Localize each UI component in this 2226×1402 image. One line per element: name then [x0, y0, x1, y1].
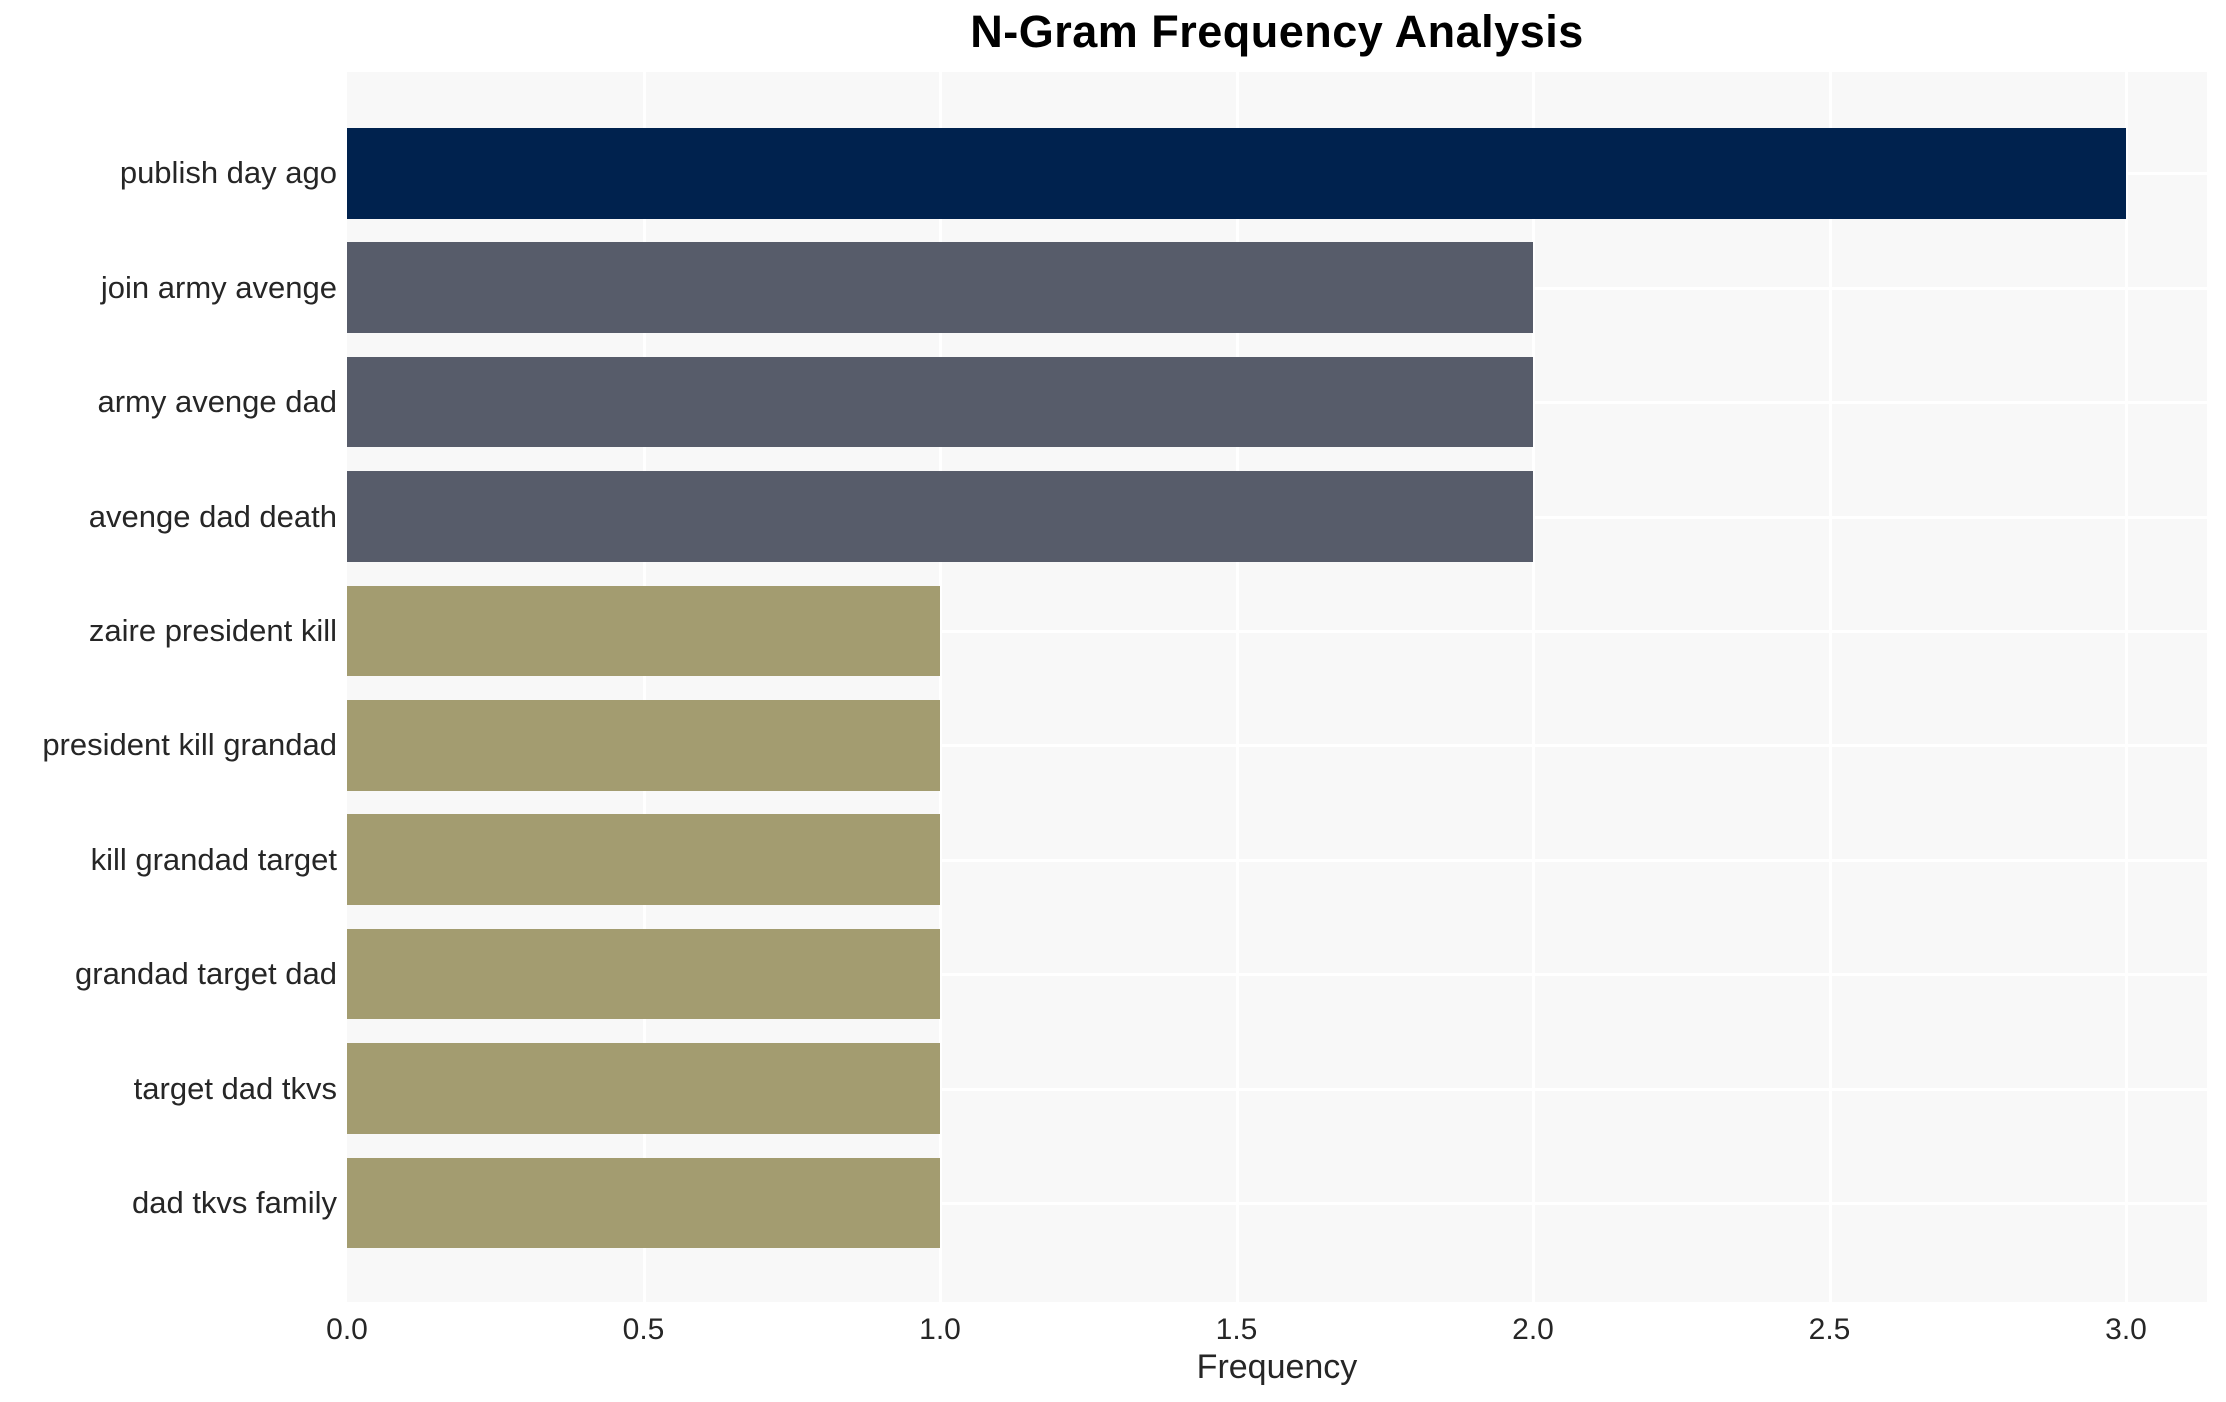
- y-tick-label: avenge dad death: [88, 498, 337, 534]
- bar-join-army-avenge: [347, 242, 1533, 333]
- y-tick-label: publish day ago: [119, 155, 337, 191]
- bar-dad-tkvs-family: [347, 1157, 940, 1249]
- bar-president-kill-grandad: [347, 700, 940, 791]
- x-gridline-2.0: [1532, 72, 1535, 1302]
- y-gridline: [347, 1201, 2207, 1205]
- x-tick-label: 1.0: [919, 1313, 961, 1346]
- y-gridline: [347, 744, 2207, 748]
- x-tick-label: 0.5: [622, 1313, 665, 1346]
- x-tick-label: 2.0: [1512, 1313, 1554, 1346]
- y-gridline: [347, 1087, 2207, 1091]
- chart-title: N-Gram Frequency Analysis: [970, 6, 1584, 57]
- plot-area: [347, 72, 2207, 1302]
- x-gridline-2.5: [1828, 72, 1832, 1302]
- x-tick-label: 0.0: [326, 1313, 368, 1346]
- x-gridline-1.5: [1235, 72, 1239, 1302]
- y-tick-label: president kill grandad: [42, 727, 337, 763]
- y-tick-label: join army avenge: [100, 269, 337, 305]
- y-tick-label: dad tkvs family: [131, 1184, 337, 1220]
- x-gridline-3.0: [2125, 72, 2128, 1302]
- x-tick-label: 1.5: [1215, 1313, 1258, 1346]
- bar-target-dad-tkvs: [347, 1043, 940, 1134]
- y-gridline: [347, 629, 2207, 633]
- bar-avenge-dad-death: [347, 471, 1533, 562]
- x-tick-label: 3.0: [2105, 1313, 2147, 1346]
- bar-kill-grandad-target: [347, 814, 940, 905]
- x-tick-label: 2.5: [1808, 1313, 1851, 1346]
- bar-grandad-target-dad: [347, 928, 940, 1020]
- y-tick-label: target dad tkvs: [133, 1070, 337, 1106]
- y-tick-label: kill grandad target: [90, 841, 337, 877]
- bar-zaire-president-kill: [347, 585, 940, 677]
- bar-publish-day-ago: [347, 128, 2126, 219]
- x-gridline-0.5: [642, 72, 646, 1302]
- x-gridline-1.0: [939, 72, 942, 1302]
- y-tick-label: grandad target dad: [75, 956, 337, 992]
- y-gridline: [347, 973, 2207, 977]
- x-axis-title: Frequency: [1196, 1348, 1358, 1386]
- y-tick-label: army avenge dad: [97, 384, 337, 420]
- y-gridline: [347, 858, 2207, 862]
- bar-army-avenge-dad: [347, 356, 1533, 448]
- y-tick-label: zaire president kill: [88, 612, 337, 648]
